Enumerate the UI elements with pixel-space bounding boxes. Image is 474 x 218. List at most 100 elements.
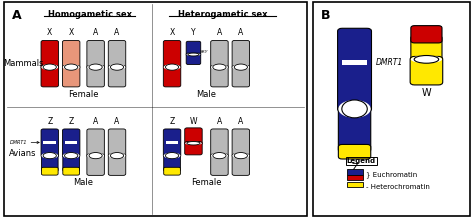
- FancyBboxPatch shape: [87, 154, 104, 175]
- Text: X: X: [47, 28, 53, 37]
- FancyBboxPatch shape: [211, 65, 228, 87]
- FancyBboxPatch shape: [337, 28, 372, 112]
- Ellipse shape: [41, 153, 58, 159]
- FancyBboxPatch shape: [63, 154, 80, 171]
- FancyBboxPatch shape: [63, 129, 80, 157]
- Text: A: A: [217, 28, 222, 37]
- Text: Z: Z: [169, 117, 175, 126]
- FancyBboxPatch shape: [164, 167, 181, 175]
- Bar: [44, 141, 56, 144]
- FancyBboxPatch shape: [164, 65, 181, 87]
- FancyBboxPatch shape: [87, 129, 104, 157]
- FancyBboxPatch shape: [211, 129, 228, 157]
- Text: W: W: [190, 117, 197, 126]
- FancyBboxPatch shape: [63, 41, 80, 69]
- Ellipse shape: [109, 153, 125, 159]
- Ellipse shape: [411, 56, 442, 63]
- Ellipse shape: [87, 153, 104, 159]
- FancyBboxPatch shape: [41, 129, 58, 157]
- Text: Z: Z: [351, 163, 358, 173]
- FancyBboxPatch shape: [164, 154, 181, 171]
- FancyBboxPatch shape: [108, 65, 126, 87]
- Text: Male: Male: [197, 90, 217, 99]
- FancyBboxPatch shape: [87, 41, 104, 69]
- Text: X: X: [69, 28, 74, 37]
- Text: Z: Z: [47, 117, 53, 126]
- FancyBboxPatch shape: [108, 129, 126, 157]
- Text: W: W: [421, 89, 431, 99]
- FancyBboxPatch shape: [164, 129, 181, 157]
- Text: Z: Z: [69, 117, 74, 126]
- Text: } Euchromatin: } Euchromatin: [366, 171, 417, 178]
- Text: SRY: SRY: [200, 50, 209, 54]
- FancyBboxPatch shape: [164, 41, 181, 69]
- Ellipse shape: [211, 153, 228, 159]
- Text: Female: Female: [191, 178, 222, 187]
- Ellipse shape: [232, 153, 249, 159]
- Text: Mammals: Mammals: [3, 59, 44, 68]
- Bar: [342, 60, 367, 65]
- Text: Avians: Avians: [9, 149, 37, 158]
- FancyBboxPatch shape: [108, 154, 126, 175]
- FancyBboxPatch shape: [411, 36, 442, 62]
- Text: Heterogametic sex: Heterogametic sex: [178, 10, 267, 19]
- Ellipse shape: [338, 100, 371, 118]
- Bar: [65, 141, 77, 144]
- Text: A: A: [93, 117, 98, 126]
- Bar: [346, 175, 363, 180]
- Text: Female: Female: [68, 90, 99, 99]
- FancyBboxPatch shape: [63, 167, 80, 175]
- FancyBboxPatch shape: [63, 65, 80, 87]
- Ellipse shape: [186, 53, 201, 56]
- Ellipse shape: [63, 153, 80, 159]
- Text: Y: Y: [191, 28, 196, 37]
- FancyBboxPatch shape: [185, 142, 202, 155]
- FancyBboxPatch shape: [185, 128, 202, 145]
- Ellipse shape: [164, 64, 181, 70]
- FancyBboxPatch shape: [186, 53, 201, 65]
- Bar: [346, 182, 363, 187]
- Ellipse shape: [63, 64, 80, 70]
- FancyBboxPatch shape: [338, 145, 371, 159]
- Ellipse shape: [87, 64, 104, 70]
- Text: DMRT1: DMRT1: [375, 58, 402, 67]
- FancyBboxPatch shape: [87, 65, 104, 87]
- FancyBboxPatch shape: [186, 41, 201, 56]
- FancyBboxPatch shape: [41, 65, 58, 87]
- Text: A: A: [238, 117, 244, 126]
- FancyBboxPatch shape: [232, 41, 250, 69]
- FancyBboxPatch shape: [232, 154, 250, 175]
- Text: A: A: [114, 28, 119, 37]
- Ellipse shape: [185, 141, 202, 145]
- Ellipse shape: [109, 64, 125, 70]
- FancyBboxPatch shape: [411, 26, 442, 43]
- FancyBboxPatch shape: [41, 41, 58, 69]
- Text: A: A: [114, 117, 119, 126]
- Text: B: B: [321, 9, 330, 22]
- Ellipse shape: [211, 64, 228, 70]
- FancyBboxPatch shape: [108, 41, 126, 69]
- Bar: [166, 141, 178, 144]
- Text: A: A: [238, 28, 244, 37]
- FancyBboxPatch shape: [232, 129, 250, 157]
- FancyBboxPatch shape: [410, 56, 443, 85]
- FancyBboxPatch shape: [41, 154, 58, 171]
- Text: - Heterochromatin: - Heterochromatin: [366, 184, 429, 190]
- Ellipse shape: [232, 64, 249, 70]
- Text: Homogametic sex: Homogametic sex: [47, 10, 131, 19]
- FancyBboxPatch shape: [211, 154, 228, 175]
- Text: Male: Male: [73, 178, 93, 187]
- Ellipse shape: [164, 153, 181, 159]
- Text: Legend: Legend: [346, 158, 376, 164]
- FancyBboxPatch shape: [232, 65, 250, 87]
- Text: DMRT1: DMRT1: [10, 140, 28, 145]
- Ellipse shape: [41, 64, 58, 70]
- Bar: [346, 169, 363, 175]
- Text: A: A: [217, 117, 222, 126]
- Text: A: A: [11, 9, 21, 22]
- FancyBboxPatch shape: [338, 106, 371, 152]
- FancyBboxPatch shape: [41, 167, 58, 175]
- Text: A: A: [93, 28, 98, 37]
- FancyBboxPatch shape: [211, 41, 228, 69]
- Text: X: X: [169, 28, 175, 37]
